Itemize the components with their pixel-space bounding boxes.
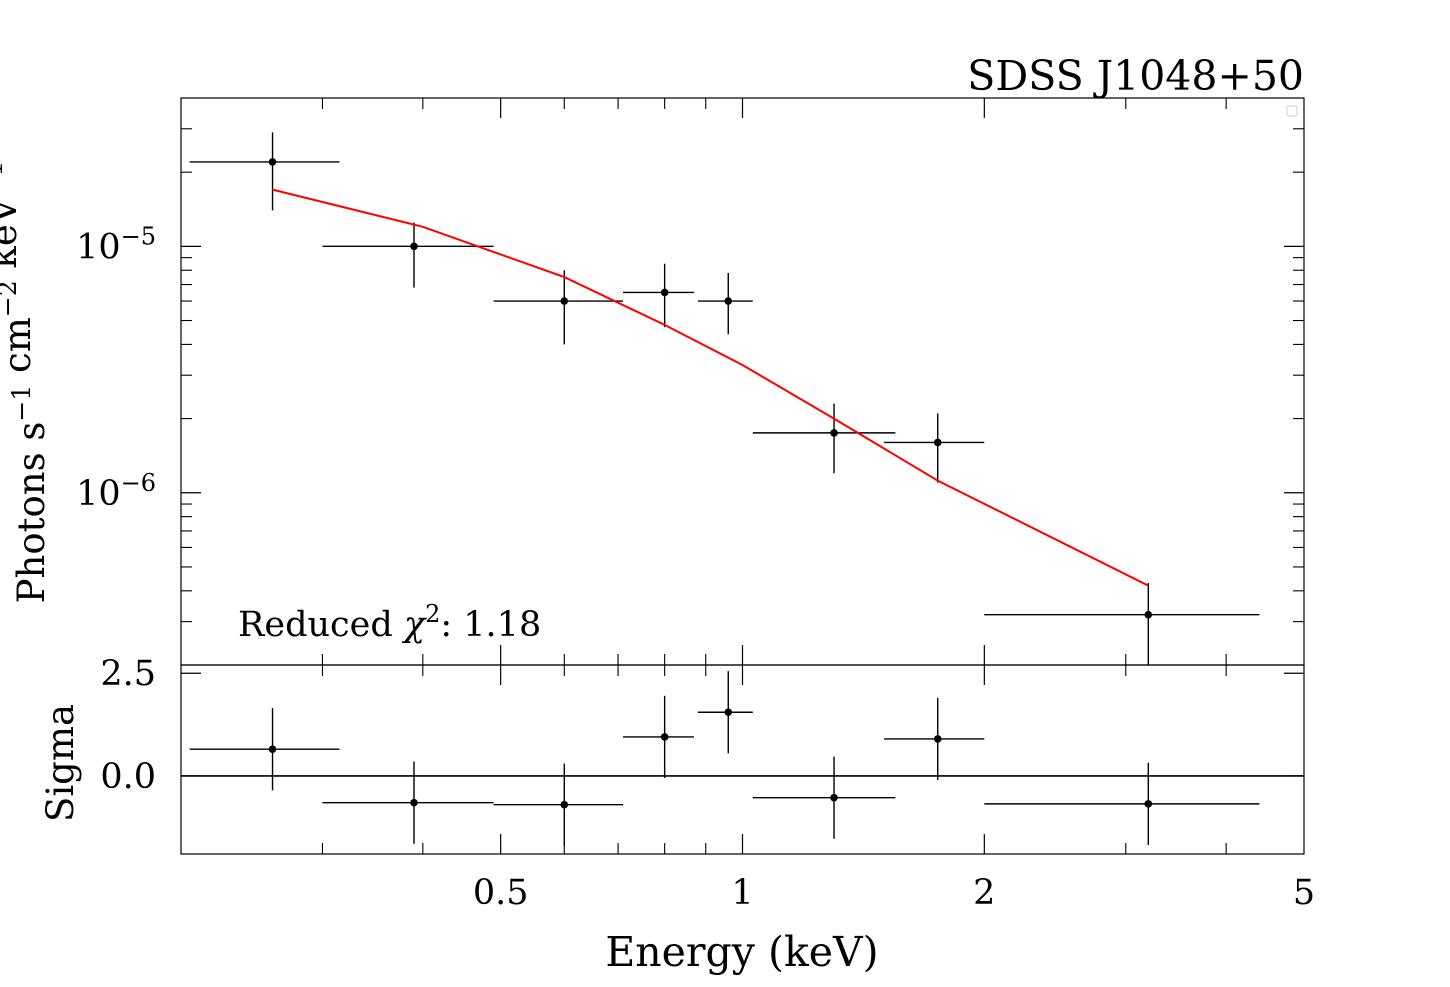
chart-title: SDSS J1048+50 [967, 52, 1304, 100]
data-point [410, 798, 418, 807]
data-point [268, 745, 277, 754]
data-point [560, 800, 569, 809]
data-point [660, 733, 669, 741]
spectrum-panel: 10−5 10−6 [76, 97, 1305, 666]
data-point [268, 158, 277, 166]
model-line [272, 188, 1149, 587]
data-point [830, 793, 838, 802]
x-tick-label: 0.5 [473, 873, 529, 913]
residuals-frame [180, 664, 1305, 855]
residuals-panel: 0.5 1 2 5 2.5 0.0 [100, 654, 1315, 913]
data-point [830, 429, 838, 437]
reduced-chi2-label: Reduced χ2: 1.18 [238, 600, 541, 645]
data-point [660, 288, 669, 297]
x-tick-label: 5 [1293, 873, 1315, 913]
data-point [410, 242, 418, 251]
data-point [1144, 610, 1153, 619]
data-point [1144, 800, 1153, 808]
data-point [560, 297, 569, 305]
y-tick-label: 10−5 [76, 222, 156, 267]
data-point [724, 297, 733, 305]
y-tick-label: 0.0 [100, 757, 156, 797]
y-axis-label-spectrum: Photons s−1 cm−2 keV−1 [0, 161, 53, 604]
y-tick-label: 2.5 [100, 654, 156, 694]
x-axis-label: Energy (keV) [605, 928, 878, 976]
legend-box [1286, 105, 1298, 117]
x-tick-label: 2 [973, 873, 995, 913]
y-tick-label: 10−6 [76, 469, 156, 514]
data-point [724, 708, 733, 717]
y-axis-label-sigma: Sigma [39, 704, 82, 822]
x-tick-label: 1 [731, 873, 753, 913]
data-point [933, 735, 942, 743]
data-point [933, 438, 942, 447]
